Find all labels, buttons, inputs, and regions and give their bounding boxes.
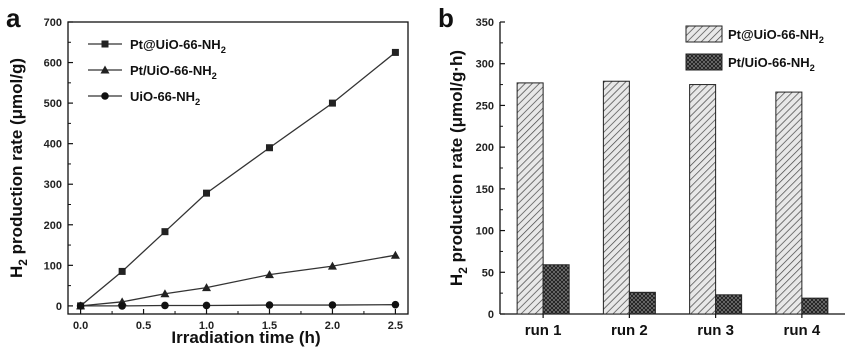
y-axis-label-a-rest: production rate (μmol/g)	[7, 58, 26, 259]
data-point-a-2	[328, 301, 337, 309]
category-label-b: run 4	[784, 322, 821, 339]
y-axis-label-b-rest: production rate (μmol/g·h)	[447, 50, 466, 267]
y-tick-label-b: 150	[476, 184, 494, 196]
panel-a: 0 100 200 300 400 500 600 700 0.0 0.5 1.0 1.5 2.0 2.5…	[6, 3, 409, 347]
data-point-a-0	[391, 48, 399, 56]
y-tick-label-a: 700	[44, 17, 62, 29]
y-tick-label-b: 200	[476, 142, 494, 154]
data-point-a-0	[118, 267, 126, 275]
data-point-a-0	[161, 228, 169, 236]
y-axis-label-b-sub: 2	[456, 267, 470, 274]
y-tick-label-a: 400	[44, 139, 62, 151]
bar-b-0	[775, 91, 803, 315]
data-point-a-2	[202, 301, 211, 310]
series-line-a-1	[80, 254, 396, 307]
legend-label-b-0: Pt@UiO-66-NH2	[728, 27, 824, 45]
legend-marker-a-1	[100, 65, 110, 74]
y-tick-label-a: 200	[44, 220, 62, 232]
x-tick-label-a: 1.0	[199, 320, 214, 332]
legend-marker-a-2	[101, 92, 109, 100]
bar-b-0	[516, 82, 544, 315]
x-tick-label-a: 1.5	[262, 320, 277, 332]
y-tick-label-a: 0	[56, 301, 62, 313]
y-tick-label-b: 100	[476, 226, 494, 238]
y-tick-label-a: 600	[44, 58, 62, 70]
data-point-a-0	[203, 189, 211, 197]
y-axis-label-b: H2 production rate (μmol/g·h)	[447, 50, 470, 286]
data-point-a-1	[160, 289, 170, 298]
legend-label-b-1-main: Pt/UiO-66-NH	[728, 55, 810, 70]
data-point-a-1	[390, 250, 400, 259]
legend-label-a-1-main: Pt/UiO-66-NH	[130, 63, 212, 78]
y-tick-label-b: 250	[476, 100, 494, 112]
data-point-a-2	[391, 300, 400, 309]
data-point-a-1	[264, 270, 274, 279]
data-point-a-1	[202, 283, 212, 292]
panel-b: 0 50 100 150 200 250 300 350 run 1 run 2 run 3 run …	[438, 3, 845, 339]
series-line-a-0	[80, 51, 396, 307]
data-point-a-1	[327, 261, 337, 270]
y-tick-label-b: 0	[488, 309, 494, 321]
y-tick-label-a: 300	[44, 179, 62, 191]
legend-label-a-2-sub: 2	[195, 97, 200, 107]
bar-b-1	[715, 294, 743, 315]
legend-label-a-0-main: Pt@UiO-66-NH	[130, 37, 221, 52]
legend-label-b-0-sub: 2	[819, 35, 824, 45]
y-tick-label-b: 50	[482, 267, 494, 279]
category-label-b: run 3	[697, 322, 734, 339]
y-axis-label-a: H2 production rate (μmol/g)	[7, 58, 30, 278]
y-tick-label-b: 350	[476, 17, 494, 29]
y-tick-label-a: 500	[44, 98, 62, 110]
y-axis-label-a-sub: 2	[16, 259, 30, 266]
data-point-a-0	[265, 144, 273, 152]
panel-label-a: a	[6, 3, 21, 33]
legend-label-b-1-sub: 2	[810, 63, 815, 73]
x-tick-label-a: 0.0	[73, 320, 88, 332]
x-tick-label-a: 2.5	[388, 320, 403, 332]
panel-label-b: b	[438, 3, 454, 33]
legend-label-a-0: Pt@UiO-66-NH2	[130, 37, 226, 55]
y-tick-label-a: 100	[44, 260, 62, 272]
legend-swatch-b-1	[685, 53, 723, 71]
data-point-a-2	[118, 302, 126, 310]
legend-label-a-1: Pt/UiO-66-NH2	[130, 63, 217, 81]
x-tick-label-a: 0.5	[136, 320, 151, 332]
x-axis-label-a: Irradiation time (h)	[171, 328, 320, 347]
data-point-a-0	[328, 99, 336, 107]
legend-label-b-0-main: Pt@UiO-66-NH	[728, 27, 819, 42]
y-tick-label-b: 300	[476, 59, 494, 71]
data-point-a-2	[265, 301, 274, 309]
category-label-b: run 1	[525, 322, 562, 339]
legend-label-a-1-sub: 2	[212, 71, 217, 81]
series-line-a-2	[80, 304, 396, 307]
y-axis-label-a-main: H	[7, 266, 26, 278]
data-point-a-2	[161, 301, 169, 310]
bar-b-1	[542, 264, 570, 315]
x-tick-label-a: 2.0	[325, 320, 340, 332]
legend-marker-a-0	[101, 40, 109, 48]
legend-label-b-1: Pt/UiO-66-NH2	[728, 55, 815, 73]
bar-b-0	[602, 80, 630, 315]
bar-b-1	[801, 297, 829, 315]
legend-label-a-0-sub: 2	[221, 45, 226, 55]
bar-b-1	[628, 291, 656, 315]
legend-label-a-2-main: UiO-66-NH	[130, 89, 195, 104]
y-axis-label-b-main: H	[447, 274, 466, 286]
data-point-a-2	[76, 302, 85, 310]
category-label-b: run 2	[611, 322, 648, 339]
legend-swatch-b-0	[685, 25, 723, 43]
legend-label-a-2: UiO-66-NH2	[130, 89, 200, 107]
bar-b-0	[689, 84, 717, 315]
